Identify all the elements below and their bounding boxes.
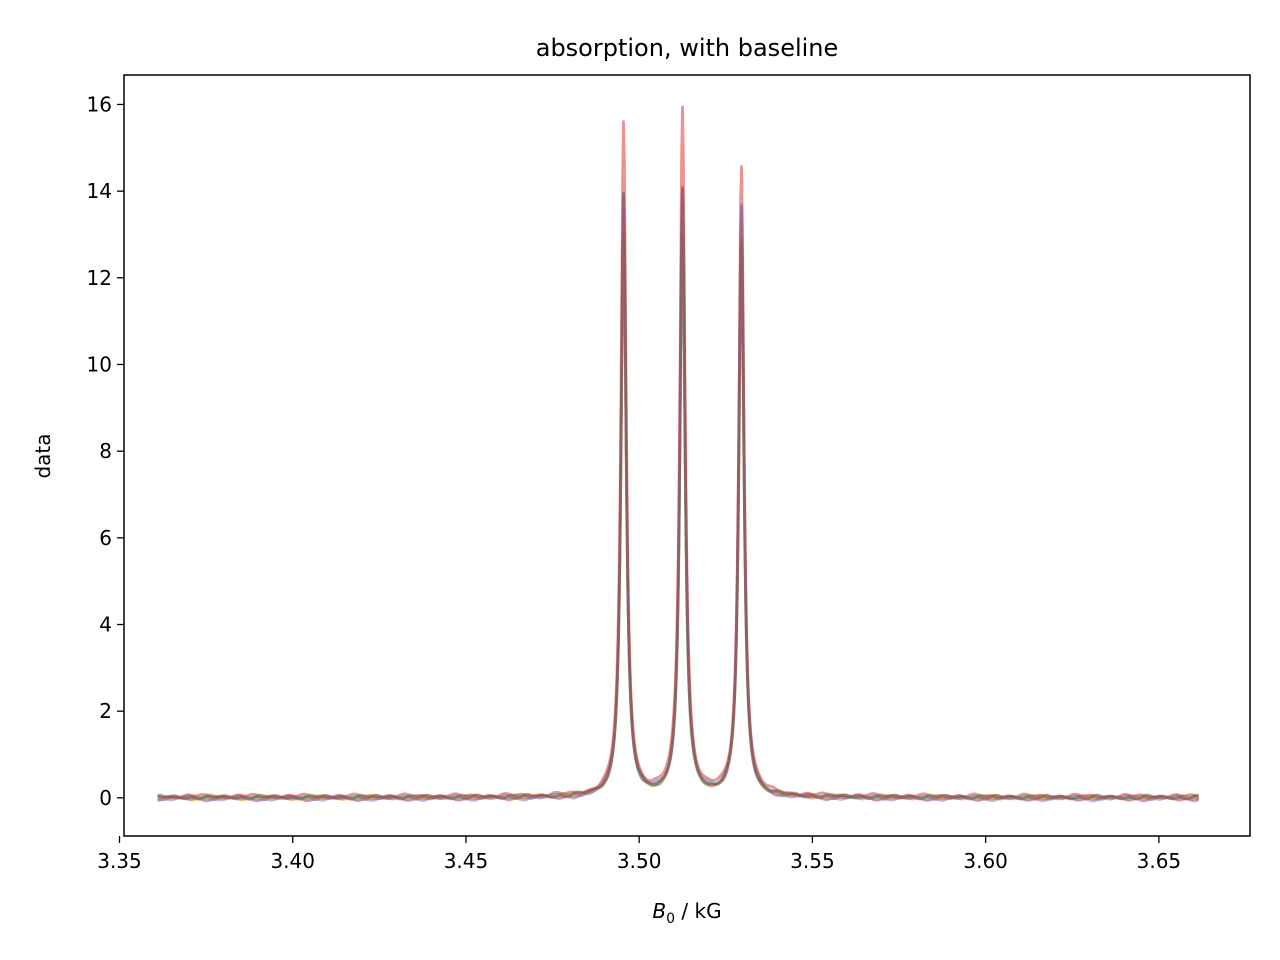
y-tick-label: 4 [99,613,112,637]
y-tick-label: 10 [87,352,112,376]
x-tick-label: 3.35 [97,849,142,873]
x-tick-label: 3.65 [1137,849,1182,873]
x-tick-label: 3.60 [963,849,1008,873]
series-line [157,105,1200,800]
chart-title: absorption, with baseline [536,34,839,62]
y-tick-label: 2 [99,699,112,723]
x-axis-label: B0 / kG [652,899,721,927]
x-axis-symbol: B [652,899,666,923]
y-axis-label: data [31,433,55,478]
x-tick-label: 3.55 [790,849,835,873]
x-tick-label: 3.45 [444,849,489,873]
series-line [157,185,1200,801]
x-tick-label: 3.50 [617,849,662,873]
y-tick-label: 6 [99,526,112,550]
y-tick-label: 0 [99,786,112,810]
y-tick-label: 12 [87,266,112,290]
y-axis: 0 2 4 6 8 10 12 14 16 [87,92,124,810]
series-layer [157,105,1200,803]
y-tick-label: 8 [99,439,112,463]
y-tick-label: 14 [87,179,112,203]
y-tick-label: 16 [87,92,112,116]
x-axis-subscript: 0 [666,911,675,927]
x-axis-unit: / kG [675,899,722,923]
x-tick-label: 3.40 [270,849,315,873]
x-axis: 3.35 3.40 3.45 3.50 3.55 3.60 3.65 [97,836,1181,873]
plot-frame [123,74,1251,837]
